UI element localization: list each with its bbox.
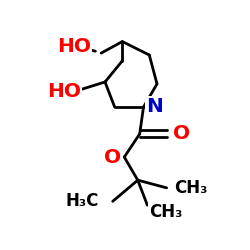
Text: H₃C: H₃C: [66, 192, 99, 210]
Text: HO: HO: [47, 82, 81, 101]
Text: HO: HO: [57, 37, 91, 56]
Text: O: O: [173, 124, 190, 144]
Text: CH₃: CH₃: [174, 179, 208, 197]
Text: CH₃: CH₃: [149, 203, 183, 221]
Text: N: N: [146, 98, 163, 116]
Text: O: O: [104, 148, 121, 167]
